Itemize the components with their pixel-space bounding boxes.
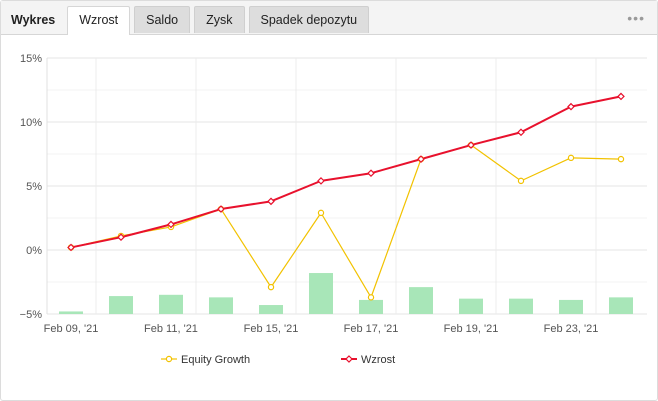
tab-wzrost[interactable]: Wzrost [67,6,131,35]
chart-grid [46,57,647,315]
more-dots-icon[interactable]: ••• [627,10,645,26]
tab-zysk[interactable]: Zysk [194,6,245,33]
legend-marker [345,355,353,363]
y-tick-label: 15% [20,53,42,65]
series-point [617,92,625,101]
series-point [167,220,175,229]
volume-bar [209,297,233,314]
series-point [617,155,625,163]
series-point [267,283,275,291]
growth-chart: 15% 10% 5% 0% −5%Feb 09, '21 Feb 11, '21 Feb 1… [20,53,647,366]
series-point [567,154,575,162]
volume-bar [559,299,583,314]
series-point [67,243,75,252]
y-tick-label: −5% [20,309,43,321]
chart-lines [67,92,625,301]
legend-label: Equity Growth [181,354,250,366]
series-point [217,205,225,213]
y-tick-label: 10% [20,117,42,129]
series-point [467,141,475,149]
series-line [70,144,622,298]
legend-label: Wzrost [361,354,395,366]
volume-bar [459,298,483,314]
x-tick-label: Feb 23, '21 [544,323,599,335]
series-point [317,209,325,217]
y-tick-label: 5% [26,181,42,193]
series-point [517,128,525,137]
volume-bar [59,311,83,314]
legend-marker [165,355,173,363]
tab-bar: Wykres Wzrost Saldo Zysk Spadek depozytu… [1,1,657,35]
volume-bar [409,287,433,314]
series-line [70,95,622,249]
tabs: Wykres Wzrost Saldo Zysk Spadek depozytu [5,6,370,35]
x-tick-label: Feb 17, '21 [344,323,399,335]
volume-bar [309,273,333,314]
series-point [367,294,375,301]
x-tick-label: Feb 15, '21 [244,323,299,335]
chart-axis-labels: 15% 10% 5% 0% −5%Feb 09, '21 Feb 11, '21 Feb 1… [20,53,599,335]
y-tick-label: 0% [26,245,42,257]
tab-wykres[interactable]: Wykres [11,13,56,27]
volume-bar [259,305,283,314]
x-tick-label: Feb 19, '21 [444,323,499,335]
tab-saldo[interactable]: Saldo [134,6,191,33]
series-point [517,177,525,185]
series-point [567,102,575,111]
series-point [317,177,325,185]
series-point [117,233,125,242]
volume-bar [159,294,183,314]
chart-bars [59,273,633,314]
x-tick-label: Feb 11, '21 [144,323,198,335]
tab-spadek-depozytu[interactable]: Spadek depozytu [248,6,370,33]
volume-bar [359,299,383,314]
chart-legend: Equity Growth Wzrost [161,354,395,366]
volume-bar [609,297,633,314]
series-point [367,169,375,178]
volume-bar [509,298,533,314]
volume-bar [109,296,133,314]
x-tick-label: Feb 09, '21 [44,323,99,335]
series-point [417,155,425,163]
series-point [267,197,275,206]
